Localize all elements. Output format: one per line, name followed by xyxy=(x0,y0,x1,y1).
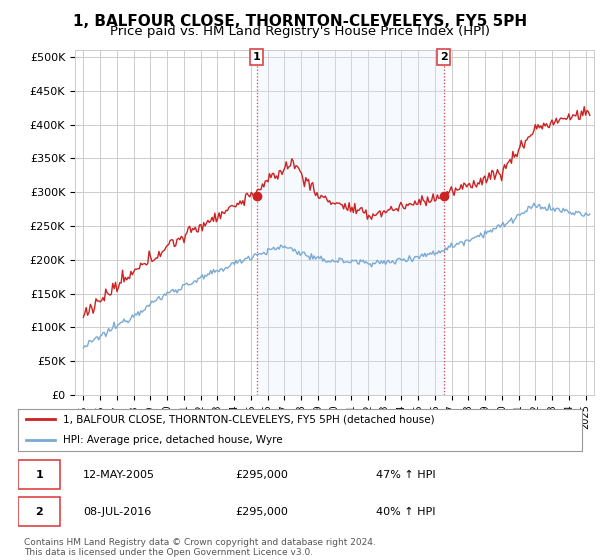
FancyBboxPatch shape xyxy=(18,497,60,526)
Text: 08-JUL-2016: 08-JUL-2016 xyxy=(83,507,151,517)
Text: 12-MAY-2005: 12-MAY-2005 xyxy=(83,470,155,479)
Bar xyxy=(257,50,443,395)
Text: £295,000: £295,000 xyxy=(235,507,288,517)
Text: Price paid vs. HM Land Registry's House Price Index (HPI): Price paid vs. HM Land Registry's House … xyxy=(110,25,490,38)
Text: 2: 2 xyxy=(440,52,448,62)
Text: 1: 1 xyxy=(35,470,43,479)
Text: 47% ↑ HPI: 47% ↑ HPI xyxy=(376,470,436,479)
Text: 2: 2 xyxy=(35,507,43,517)
Text: Contains HM Land Registry data © Crown copyright and database right 2024.
This d: Contains HM Land Registry data © Crown c… xyxy=(24,538,376,557)
Text: 1: 1 xyxy=(253,52,260,62)
Text: 40% ↑ HPI: 40% ↑ HPI xyxy=(376,507,436,517)
Text: £295,000: £295,000 xyxy=(235,470,288,479)
Text: HPI: Average price, detached house, Wyre: HPI: Average price, detached house, Wyre xyxy=(63,435,283,445)
Text: 1, BALFOUR CLOSE, THORNTON-CLEVELEYS, FY5 5PH: 1, BALFOUR CLOSE, THORNTON-CLEVELEYS, FY… xyxy=(73,14,527,29)
FancyBboxPatch shape xyxy=(18,460,60,489)
Text: 1, BALFOUR CLOSE, THORNTON-CLEVELEYS, FY5 5PH (detached house): 1, BALFOUR CLOSE, THORNTON-CLEVELEYS, FY… xyxy=(63,414,435,424)
